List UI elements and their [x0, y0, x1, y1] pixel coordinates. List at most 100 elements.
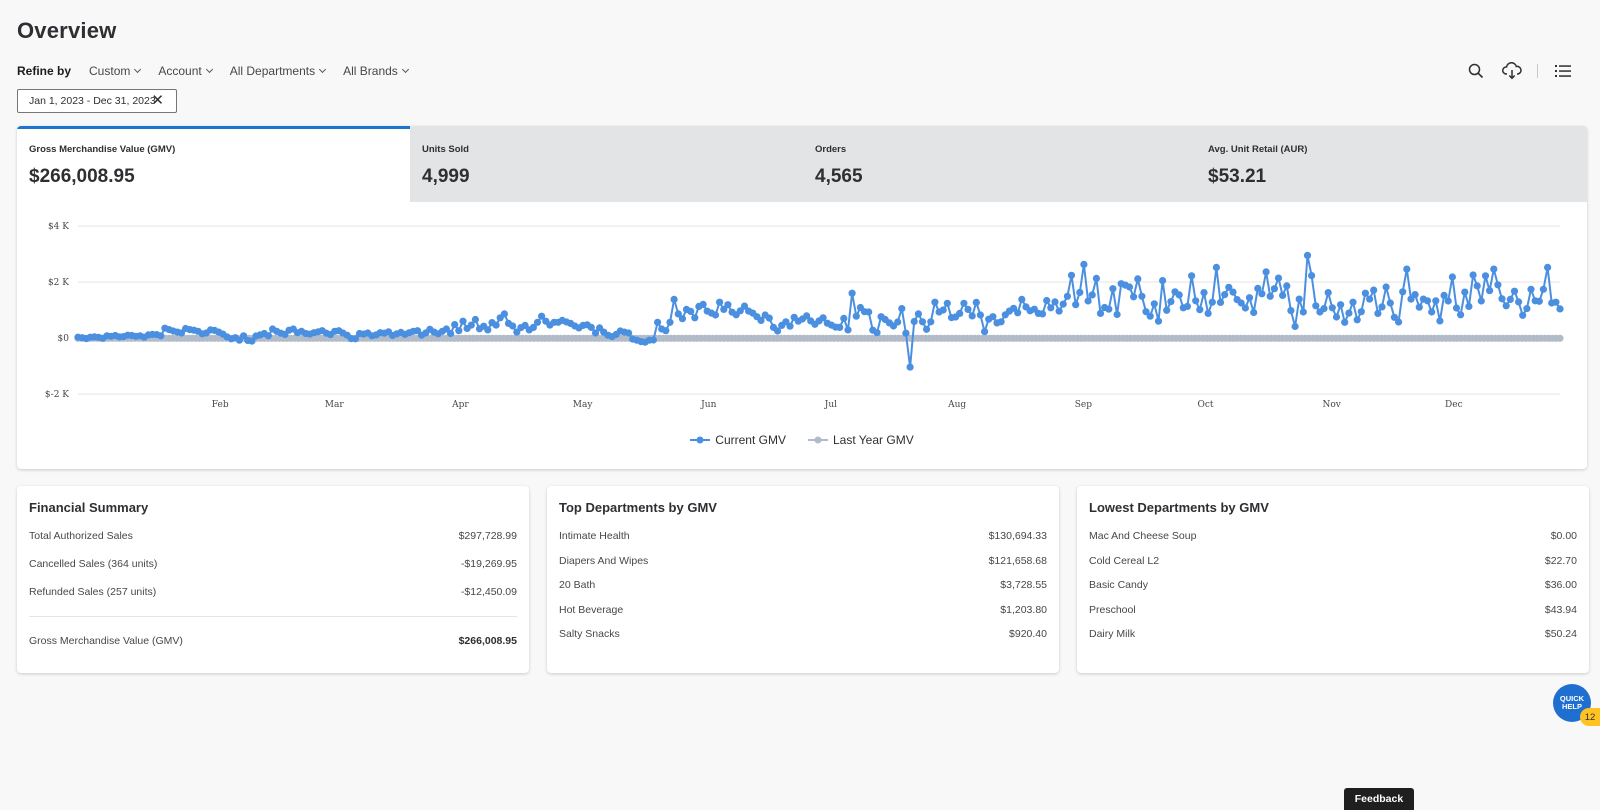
x-tick-label: Oct — [1197, 400, 1213, 410]
dept-name: Diapers And Wipes — [559, 554, 649, 567]
current-gmv-point — [1423, 297, 1432, 305]
current-gmv-point — [1283, 282, 1291, 290]
current-gmv-point — [538, 312, 546, 320]
current-gmv-point — [1390, 313, 1398, 321]
current-gmv-point — [1270, 285, 1278, 293]
legend-last-year-gmv[interactable]: Last Year GMV — [807, 433, 914, 447]
current-gmv-point — [509, 322, 517, 330]
list-item: 20 Bath $3,728.55 — [559, 577, 1047, 602]
current-gmv-point — [533, 318, 542, 326]
list-item: Mac And Cheese Soup $0.00 — [1089, 528, 1577, 553]
departments-dropdown[interactable]: All Departments — [230, 64, 327, 78]
current-gmv-point — [1109, 285, 1117, 293]
current-gmv-point — [1059, 300, 1067, 308]
current-gmv-point — [1130, 293, 1138, 301]
refine-bar: Refine by Custom Account All Departments… — [17, 62, 426, 80]
dept-name: Preschool — [1089, 603, 1136, 616]
current-gmv-point — [1519, 311, 1527, 319]
current-gmv-point — [803, 312, 811, 320]
list-item: Intimate Health $130,694.33 — [559, 528, 1047, 553]
current-gmv-point — [1299, 308, 1307, 316]
current-gmv-point — [774, 327, 782, 335]
current-gmv-point — [1510, 287, 1519, 295]
row-label: Cancelled Sales (364 units) — [29, 558, 158, 570]
current-gmv-point — [1080, 260, 1088, 268]
current-gmv-point — [1527, 285, 1535, 293]
current-gmv-point — [1490, 265, 1498, 273]
current-gmv-point — [1196, 306, 1204, 314]
card-title: Lowest Departments by GMV — [1089, 500, 1269, 515]
x-tick-label: Nov — [1323, 400, 1342, 410]
current-gmv-point — [1200, 289, 1208, 297]
metric-label: Units Sold — [422, 144, 469, 155]
current-gmv-point — [1188, 272, 1196, 280]
x-tick-label: Feb — [212, 400, 229, 410]
current-gmv-point — [1014, 309, 1022, 317]
current-gmv-point — [956, 309, 964, 317]
y-tick-label: $4 K — [48, 222, 69, 232]
current-gmv-point — [492, 321, 500, 329]
metric-label: Avg. Unit Retail (AUR) — [1208, 144, 1308, 155]
account-dropdown[interactable]: Account — [158, 64, 213, 78]
current-gmv-point — [1436, 317, 1444, 325]
list-icon[interactable] — [1552, 60, 1574, 82]
current-gmv-point — [1374, 309, 1382, 317]
current-gmv-point — [1291, 322, 1299, 331]
current-gmv-point — [1183, 302, 1191, 310]
search-icon[interactable] — [1465, 60, 1487, 82]
custom-dropdown[interactable]: Custom — [89, 64, 142, 78]
date-range-label: Jan 1, 2023 - Dec 31, 2023 — [29, 95, 156, 107]
current-gmv-point — [1043, 296, 1051, 305]
lowest-departments-card: Lowest Departments by GMV Mac And Cheese… — [1077, 486, 1589, 673]
tab-aur[interactable]: Avg. Unit Retail (AUR) $53.21 — [1196, 126, 1587, 202]
date-range-chip[interactable]: Jan 1, 2023 - Dec 31, 2023 ✕ — [17, 89, 177, 113]
current-gmv-point — [836, 323, 844, 331]
tab-units-sold[interactable]: Units Sold 4,999 — [410, 126, 803, 202]
feedback-button[interactable]: Feedback — [1344, 788, 1414, 810]
current-gmv-point — [1047, 304, 1055, 312]
metric-value: $266,008.95 — [29, 166, 135, 187]
close-icon[interactable]: ✕ — [151, 92, 164, 109]
current-gmv-point — [691, 314, 699, 322]
current-gmv-point — [898, 305, 906, 313]
current-gmv-point — [711, 311, 720, 319]
dept-name: Salty Snacks — [559, 628, 620, 640]
dept-value: $121,658.68 — [988, 554, 1047, 567]
current-gmv-point — [1067, 271, 1076, 279]
current-gmv-point — [1254, 284, 1262, 292]
current-gmv-point — [844, 326, 852, 334]
legend-label: Last Year GMV — [832, 433, 914, 447]
current-gmv-point — [1303, 251, 1312, 259]
current-gmv-point — [1295, 295, 1303, 303]
list-item: Basic Candy $36.00 — [1089, 577, 1577, 602]
current-gmv-point — [1146, 312, 1154, 320]
current-gmv-point — [1324, 289, 1332, 297]
current-gmv-point — [1038, 310, 1047, 318]
current-gmv-point — [1366, 295, 1374, 303]
current-gmv-point — [740, 302, 749, 310]
refine-label: Refine by — [17, 64, 72, 78]
metrics-chart-card: Gross Merchandise Value (GMV) $266,008.9… — [17, 126, 1587, 469]
last-year-gmv-point — [1556, 334, 1564, 342]
current-gmv-point — [1465, 302, 1473, 310]
gmv-line-chart: $4 K $2 K $0 $-2 K Feb Mar Apr May Jun Jul Aug Sep O… — [45, 222, 1564, 410]
chevron-down-icon — [134, 65, 142, 74]
x-tick-label: Apr — [451, 400, 469, 410]
legend-current-gmv[interactable]: Current GMV — [690, 433, 786, 447]
tab-gmv[interactable]: Gross Merchandise Value (GMV) $266,008.9… — [17, 126, 410, 202]
dept-name: Intimate Health — [559, 530, 630, 542]
brands-dropdown[interactable]: All Brands — [343, 64, 409, 78]
current-gmv-point — [459, 317, 467, 325]
y-tick-label: $-2 K — [45, 390, 69, 400]
chevron-down-icon — [205, 65, 213, 74]
dept-value: $43.94 — [1544, 603, 1577, 616]
current-gmv-point — [1395, 318, 1403, 326]
current-gmv-line — [77, 254, 1561, 369]
current-gmv-point — [591, 329, 600, 337]
row-label: Refunded Sales (257 units) — [29, 586, 157, 598]
current-gmv-point — [500, 310, 508, 318]
cloud-download-icon[interactable] — [1501, 60, 1523, 82]
tab-orders[interactable]: Orders 4,565 — [803, 126, 1196, 202]
dept-name: Basic Candy — [1089, 579, 1148, 591]
summary-row: Refunded Sales (257 units) -$12,450.09 — [29, 584, 517, 612]
